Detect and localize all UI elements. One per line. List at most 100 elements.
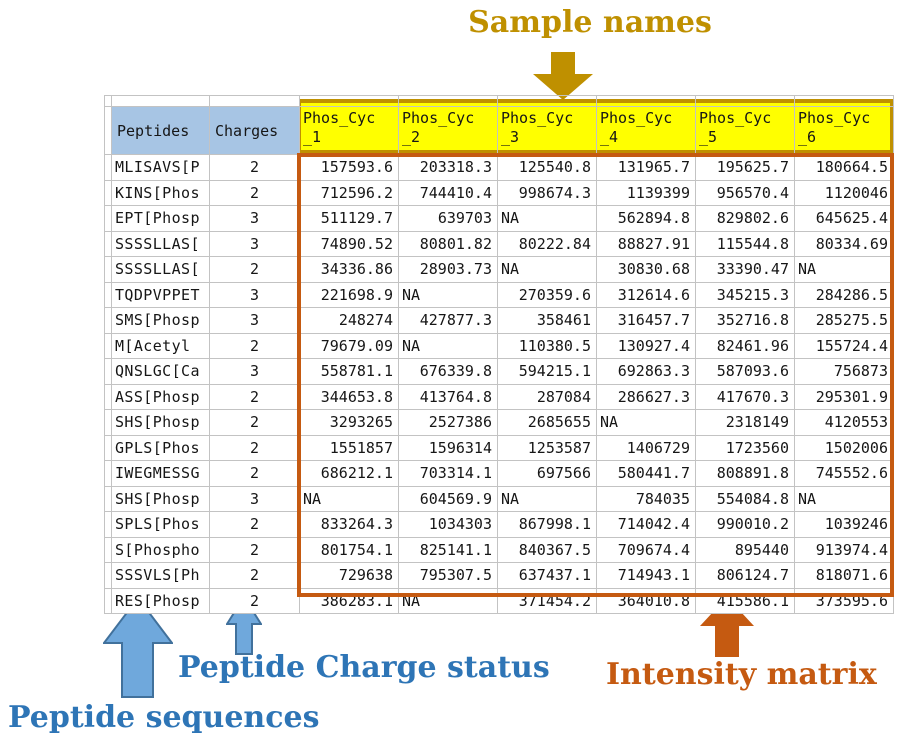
charge-cell[interactable]: 3 [209, 307, 300, 334]
peptide-cell[interactable]: QNSLGC[Ca [111, 358, 210, 385]
intensity-cell[interactable]: 157593.6 [299, 154, 399, 181]
intensity-cell[interactable]: 2527386 [398, 409, 498, 436]
intensity-cell[interactable]: 248274 [299, 307, 399, 334]
intensity-cell[interactable]: 2318149 [695, 409, 795, 436]
intensity-cell[interactable]: 82461.96 [695, 332, 795, 359]
peptide-cell[interactable]: ASS[Phosp [111, 383, 210, 410]
intensity-cell[interactable]: 110380.5 [497, 332, 597, 359]
intensity-cell[interactable]: 714042.4 [596, 511, 696, 538]
intensity-cell[interactable]: 28903.73 [398, 256, 498, 283]
intensity-cell[interactable]: 784035 [596, 485, 696, 512]
intensity-cell[interactable]: 33390.47 [695, 256, 795, 283]
peptide-cell[interactable]: SMS[Phosp [111, 307, 210, 334]
intensity-cell[interactable]: 284286.5 [794, 281, 894, 308]
intensity-cell[interactable]: 1253587 [497, 434, 597, 461]
peptide-cell[interactable]: S[Phospho [111, 536, 210, 563]
charge-cell[interactable]: 2 [209, 536, 300, 563]
intensity-cell[interactable]: 1039246 [794, 511, 894, 538]
peptide-cell[interactable]: SPLS[Phos [111, 511, 210, 538]
sample-header-cell[interactable]: Phos_Cyc _6 [794, 106, 894, 155]
intensity-cell[interactable]: 729638 [299, 562, 399, 589]
intensity-cell[interactable]: 80334.69 [794, 230, 894, 257]
charges-header-cell[interactable]: Charges [209, 106, 300, 155]
intensity-cell[interactable]: 801754.1 [299, 536, 399, 563]
intensity-cell[interactable]: 125540.8 [497, 154, 597, 181]
peptide-cell[interactable]: KINS[Phos [111, 179, 210, 206]
intensity-cell[interactable]: 295301.9 [794, 383, 894, 410]
intensity-cell[interactable]: 825141.1 [398, 536, 498, 563]
charge-cell[interactable]: 2 [209, 332, 300, 359]
intensity-cell[interactable]: 427877.3 [398, 307, 498, 334]
intensity-cell[interactable]: 1139399 [596, 179, 696, 206]
intensity-cell[interactable]: 1723560 [695, 434, 795, 461]
intensity-cell[interactable]: 345215.3 [695, 281, 795, 308]
intensity-cell[interactable]: 895440 [695, 536, 795, 563]
sample-header-cell[interactable]: Phos_Cyc _1 [299, 106, 399, 155]
intensity-cell[interactable]: NA [398, 281, 498, 308]
peptide-cell[interactable]: SSSSLLAS[ [111, 230, 210, 257]
peptide-cell[interactable]: MLISAVS[P [111, 154, 210, 181]
intensity-cell[interactable]: 3293265 [299, 409, 399, 436]
intensity-cell[interactable]: 692863.3 [596, 358, 696, 385]
intensity-cell[interactable]: 79679.09 [299, 332, 399, 359]
charge-cell[interactable]: 3 [209, 230, 300, 257]
intensity-cell[interactable]: 287084 [497, 383, 597, 410]
peptides-header-cell[interactable]: Peptides [111, 106, 210, 155]
intensity-cell[interactable]: 833264.3 [299, 511, 399, 538]
charge-cell[interactable]: 3 [209, 358, 300, 385]
charge-cell[interactable]: 2 [209, 460, 300, 487]
intensity-cell[interactable]: 371454.2 [497, 587, 597, 614]
intensity-cell[interactable]: 4120553 [794, 409, 894, 436]
sample-header-cell[interactable]: Phos_Cyc _4 [596, 106, 696, 155]
charge-cell[interactable]: 2 [209, 179, 300, 206]
charge-cell[interactable]: 2 [209, 154, 300, 181]
peptide-cell[interactable]: IWEGMESSG [111, 460, 210, 487]
charge-cell[interactable]: 3 [209, 485, 300, 512]
intensity-cell[interactable]: 344653.8 [299, 383, 399, 410]
intensity-cell[interactable]: 714943.1 [596, 562, 696, 589]
sample-header-cell[interactable]: Phos_Cyc _2 [398, 106, 498, 155]
intensity-cell[interactable]: 364010.8 [596, 587, 696, 614]
intensity-cell[interactable]: 131965.7 [596, 154, 696, 181]
intensity-cell[interactable]: 1502006 [794, 434, 894, 461]
peptide-cell[interactable]: GPLS[Phos [111, 434, 210, 461]
intensity-cell[interactable]: 913974.4 [794, 536, 894, 563]
intensity-cell[interactable]: 352716.8 [695, 307, 795, 334]
charge-cell[interactable]: 2 [209, 434, 300, 461]
peptide-cell[interactable]: TQDPVPPET [111, 281, 210, 308]
intensity-cell[interactable]: 285275.5 [794, 307, 894, 334]
intensity-cell[interactable]: NA [299, 485, 399, 512]
intensity-cell[interactable]: 998674.3 [497, 179, 597, 206]
peptide-cell[interactable]: SSSSLLAS[ [111, 256, 210, 283]
charge-cell[interactable]: 2 [209, 511, 300, 538]
intensity-cell[interactable]: 745552.6 [794, 460, 894, 487]
intensity-cell[interactable]: 195625.7 [695, 154, 795, 181]
intensity-cell[interactable]: 221698.9 [299, 281, 399, 308]
intensity-cell[interactable]: 74890.52 [299, 230, 399, 257]
intensity-cell[interactable]: 808891.8 [695, 460, 795, 487]
intensity-cell[interactable]: 756873 [794, 358, 894, 385]
intensity-cell[interactable]: 373595.6 [794, 587, 894, 614]
intensity-cell[interactable]: 203318.3 [398, 154, 498, 181]
intensity-cell[interactable]: 562894.8 [596, 205, 696, 232]
intensity-cell[interactable]: 1596314 [398, 434, 498, 461]
intensity-cell[interactable]: 88827.91 [596, 230, 696, 257]
intensity-cell[interactable]: 155724.4 [794, 332, 894, 359]
intensity-cell[interactable]: 358461 [497, 307, 597, 334]
intensity-cell[interactable]: NA [596, 409, 696, 436]
intensity-cell[interactable]: 637437.1 [497, 562, 597, 589]
charge-cell[interactable]: 2 [209, 587, 300, 614]
intensity-cell[interactable]: 115544.8 [695, 230, 795, 257]
intensity-cell[interactable]: 580441.7 [596, 460, 696, 487]
intensity-cell[interactable]: 703314.1 [398, 460, 498, 487]
charge-cell[interactable]: 2 [209, 256, 300, 283]
intensity-cell[interactable]: 34336.86 [299, 256, 399, 283]
intensity-cell[interactable]: 80222.84 [497, 230, 597, 257]
intensity-cell[interactable]: NA [398, 332, 498, 359]
intensity-cell[interactable]: 554084.8 [695, 485, 795, 512]
intensity-cell[interactable]: 511129.7 [299, 205, 399, 232]
intensity-cell[interactable]: 312614.6 [596, 281, 696, 308]
intensity-cell[interactable]: 645625.4 [794, 205, 894, 232]
intensity-cell[interactable]: 818071.6 [794, 562, 894, 589]
intensity-cell[interactable]: 130927.4 [596, 332, 696, 359]
